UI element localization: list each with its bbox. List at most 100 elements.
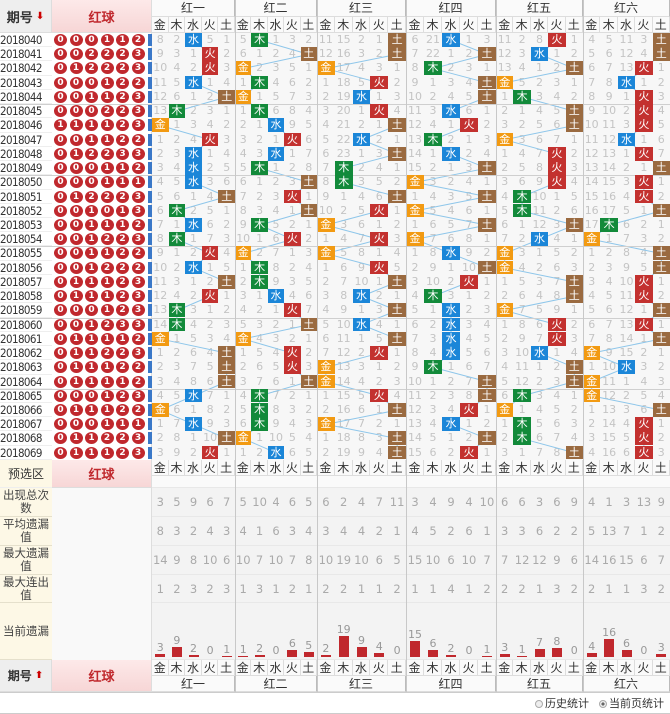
issue-number: 2018052 bbox=[0, 203, 52, 218]
top-element-header: 金 bbox=[317, 17, 335, 33]
element-hit-水: 水 bbox=[267, 289, 285, 303]
omission-value: 1 bbox=[411, 217, 419, 231]
omission-value: 2 bbox=[518, 118, 526, 132]
omission-value: 4 bbox=[501, 189, 509, 203]
omission-value: 4 bbox=[483, 146, 491, 160]
red-ball: 1 bbox=[85, 261, 98, 274]
red-ball: 0 bbox=[54, 261, 67, 274]
omission-value: 3 bbox=[501, 346, 509, 360]
element-hit-火: 火 bbox=[370, 260, 389, 275]
omission-value: 4 bbox=[553, 89, 561, 103]
preselect-area[interactable] bbox=[152, 476, 670, 488]
omission-value: 7 bbox=[239, 189, 247, 203]
omission-value: 1 bbox=[375, 118, 383, 132]
bottom-element-header: 火 bbox=[548, 660, 566, 676]
omission-value: 8 bbox=[518, 317, 526, 331]
omission-value: 4 bbox=[256, 331, 264, 345]
omission-value: 10 bbox=[515, 346, 530, 360]
omission-value: 4 bbox=[622, 417, 630, 431]
element-hit-土: 土 bbox=[388, 331, 406, 346]
omission-value: 4 bbox=[375, 317, 383, 331]
omission-value: 1 bbox=[393, 61, 401, 75]
omission-value: 5 bbox=[588, 47, 596, 61]
stat-value: 2 bbox=[570, 524, 578, 538]
omission-value: 7 bbox=[553, 274, 561, 288]
omission-value: 1 bbox=[570, 33, 578, 46]
omission-value: 7 bbox=[411, 331, 419, 345]
omission-value: 7 bbox=[605, 61, 613, 75]
omission-value: 13 bbox=[408, 132, 422, 146]
omission-value: 1 bbox=[256, 289, 264, 303]
red-ball: 0 bbox=[69, 233, 83, 246]
omission-value: 9 bbox=[156, 246, 164, 260]
red-ball: 0 bbox=[69, 162, 83, 175]
arrow-down-icon[interactable]: ⬇ bbox=[35, 10, 45, 22]
stat-value: 5 bbox=[393, 553, 401, 567]
omission-value: 7 bbox=[206, 232, 214, 246]
omission-value: 11 bbox=[408, 104, 422, 118]
element-hit-火: 火 bbox=[635, 146, 653, 161]
omission-value: 3 bbox=[156, 374, 164, 388]
omission-value: 7 bbox=[357, 417, 365, 431]
omission-value: 7 bbox=[189, 360, 197, 374]
red-ball: 2 bbox=[116, 290, 129, 303]
blue-ball bbox=[148, 48, 152, 61]
omission-value: 5 bbox=[206, 360, 214, 374]
omission-value: 5 bbox=[239, 33, 247, 46]
omission-value: 2 bbox=[288, 217, 296, 231]
omission-value: 1 bbox=[640, 132, 648, 146]
omission-value: 5 bbox=[375, 331, 383, 345]
omission-value: 17 bbox=[336, 417, 351, 431]
omission-value: 1 bbox=[256, 47, 264, 61]
omission-value: 1 bbox=[189, 47, 197, 61]
element-hit-土: 土 bbox=[565, 445, 583, 460]
omission-bar bbox=[338, 636, 349, 657]
arrow-up-icon[interactable]: ⬆ bbox=[34, 670, 44, 681]
red-ball: 2 bbox=[116, 76, 129, 89]
stat-value: 3 bbox=[553, 582, 561, 596]
radio-icon[interactable] bbox=[535, 700, 543, 708]
omission-value: 1 bbox=[640, 75, 648, 89]
omission-value: 3 bbox=[518, 132, 526, 146]
issue-number: 2018057 bbox=[0, 274, 52, 290]
omission-value: 9 bbox=[411, 360, 419, 374]
omission-value: 4 bbox=[429, 118, 437, 132]
stat-value: 7 bbox=[501, 553, 509, 567]
omission-value: 6 bbox=[305, 289, 313, 303]
red-ball: 0 bbox=[69, 76, 83, 89]
element-hit-火: 火 bbox=[635, 89, 653, 104]
element-hit-火: 火 bbox=[548, 33, 566, 47]
omission-value: 6 bbox=[322, 146, 330, 160]
stat-value: 2 bbox=[393, 582, 401, 596]
omission-bar bbox=[155, 653, 166, 657]
red-ball: 0 bbox=[54, 389, 67, 402]
issue-column-header[interactable]: 期号 ⬇ bbox=[0, 0, 52, 33]
element-hit-水: 水 bbox=[185, 175, 202, 190]
omission-value: 7 bbox=[357, 232, 365, 246]
omission-value: 5 bbox=[305, 445, 313, 459]
omission-value: 22 bbox=[336, 132, 351, 146]
radio-selected-icon[interactable] bbox=[599, 700, 607, 708]
omission-value: 12 bbox=[515, 374, 530, 388]
element-hit-土: 土 bbox=[300, 47, 317, 61]
omission-value: 16 bbox=[602, 445, 617, 459]
omission-value: 1 bbox=[570, 75, 578, 89]
omission-value: 6 bbox=[605, 47, 613, 61]
current-page-stats-option[interactable]: 当前页统计 bbox=[599, 695, 664, 711]
issue-column-footer[interactable]: 期号 ⬆ bbox=[0, 660, 52, 692]
omission-value: 2 bbox=[657, 75, 665, 89]
stat-spacer bbox=[52, 603, 152, 660]
history-stats-option[interactable]: 历史统计 bbox=[535, 695, 589, 711]
omission-value: 4 bbox=[535, 402, 543, 416]
omission-value: 10 bbox=[532, 189, 547, 203]
omission-value: 2 bbox=[622, 104, 630, 118]
element-hit-水: 水 bbox=[442, 346, 460, 360]
omission-value: 9 bbox=[605, 89, 613, 103]
omission-value: 7 bbox=[483, 360, 491, 374]
omission-value: 2 bbox=[156, 360, 164, 374]
element-hit-火: 火 bbox=[370, 75, 389, 90]
omission-value: 3 bbox=[375, 61, 383, 75]
element-hit-金: 金 bbox=[496, 260, 514, 275]
omission-value: 1 bbox=[605, 232, 613, 246]
